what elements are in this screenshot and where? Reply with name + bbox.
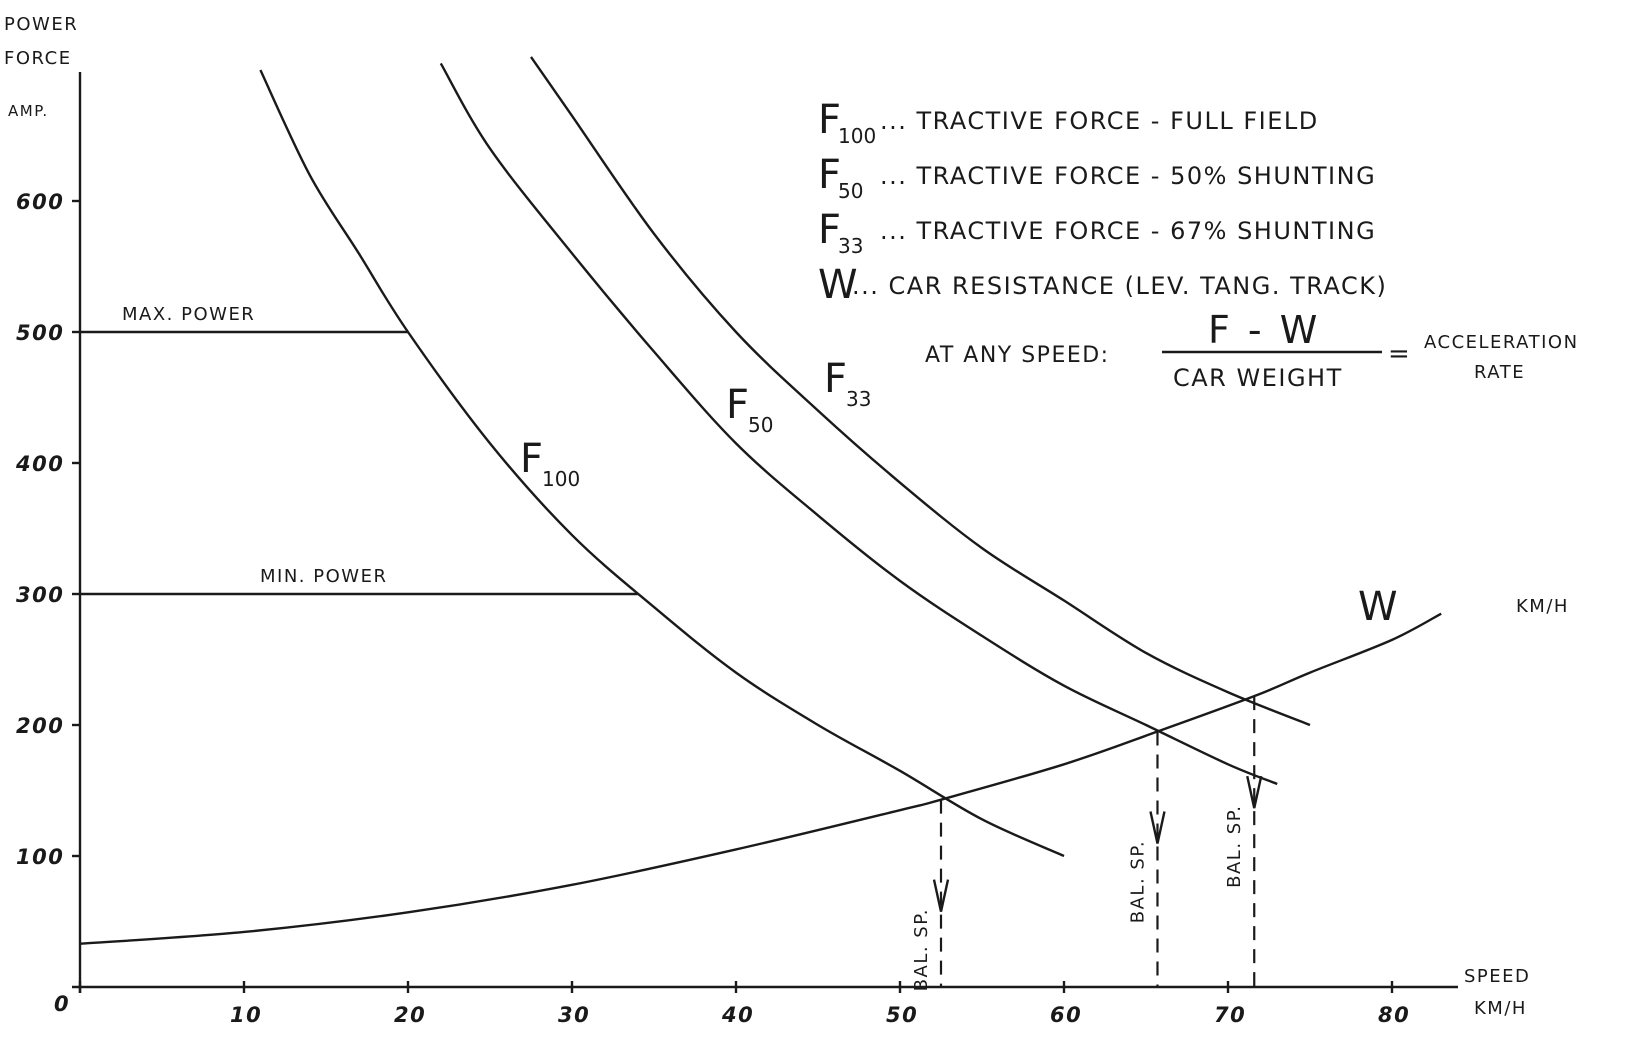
curve-label-symbol: F [824, 356, 847, 402]
legend-item: F33 ... TRACTIVE FORCE - 67% SHUNTING [818, 207, 1376, 258]
curve-label-symbol: W [1358, 584, 1398, 630]
arrow-down-icon [932, 879, 950, 912]
legend-symbol: F [818, 152, 841, 198]
legend-symbol: F [818, 207, 841, 253]
legend-text: ... CAR RESISTANCE (LEV. TANG. TRACK) [852, 272, 1387, 300]
y-axis-label-line1: POWER [4, 14, 78, 35]
x-ticks: 0 10 20 30 40 50 60 70 80 [54, 981, 1410, 1027]
y-tick-label: 300 [16, 583, 64, 607]
curve-f100 [259, 69, 1065, 858]
x-tick-label: 70 [1214, 1003, 1246, 1027]
balancing-speed-marker: BAL. SP. [911, 799, 950, 991]
legend-symbol: W [818, 262, 858, 308]
curve-label-f50: F50 [726, 382, 773, 437]
curve-label-f33: F33 [824, 356, 871, 411]
balancing-speed-label: BAL. SP. [911, 908, 932, 991]
legend-text: ... TRACTIVE FORCE - 67% SHUNTING [880, 217, 1376, 245]
x-tick-label: 40 [721, 1003, 754, 1027]
balancing-speed-label: BAL. SP. [1127, 840, 1148, 923]
y-ticks: 100 200 300 400 500 600 [15, 190, 80, 869]
curve-w [79, 612, 1442, 945]
legend-text: ... TRACTIVE FORCE - FULL FIELD [880, 107, 1319, 135]
formula-equals: = [1388, 339, 1411, 369]
y-tick-label: 200 [16, 714, 64, 738]
y-axis-label-line2: FORCE [4, 48, 72, 69]
x-tick-label: 20 [394, 1003, 426, 1027]
arrow-down-icon [1149, 811, 1166, 844]
formula: AT ANY SPEED: F - W CAR WEIGHT = ACCELER… [925, 308, 1579, 392]
x-tick-label: 30 [558, 1003, 590, 1027]
unit-annotation: KM/H [1516, 596, 1569, 617]
formula-result-line1: ACCELERATION [1424, 332, 1579, 353]
formula-numerator: F - W [1208, 308, 1320, 352]
balancing-speed-markers: BAL. SP. BAL. SP. BAL. SP. [911, 696, 1263, 991]
balancing-speed-marker: BAL. SP. [1224, 696, 1263, 987]
curve-label-subscript: 33 [846, 387, 871, 411]
curve-label-w: W [1358, 584, 1398, 630]
curves [79, 56, 1442, 945]
x-axis-label-line1: SPEED [1464, 966, 1530, 987]
curve-f50 [439, 62, 1278, 786]
x-tick-label: 80 [1378, 1003, 1410, 1027]
curve-label-subscript: 50 [748, 413, 773, 437]
x-tick-label: 60 [1050, 1003, 1082, 1027]
arrow-down-icon [1246, 775, 1263, 809]
y-tick-label: 500 [16, 321, 64, 345]
y-tick-label: 400 [15, 452, 64, 476]
x-tick-label: 0 [54, 992, 70, 1016]
y-tick-label: 600 [16, 190, 64, 214]
reference-lines: MAX. POWER MIN. POWER [80, 304, 638, 596]
legend-symbol: F [818, 97, 841, 143]
balancing-speed-marker: BAL. SP. [1127, 731, 1166, 987]
x-axis-label-line2: KM/H [1474, 998, 1527, 1019]
formula-denominator: CAR WEIGHT [1173, 364, 1343, 392]
curve-label-symbol: F [726, 382, 749, 428]
y-axis-label-line3: AMP. [8, 102, 49, 120]
y-tick-label: 100 [16, 845, 64, 869]
legend-subscript: 50 [838, 179, 863, 203]
formula-result-line2: RATE [1474, 362, 1525, 383]
legend-subscript: 100 [838, 124, 876, 148]
x-tick-label: 50 [886, 1003, 918, 1027]
curve-label-symbol: F [520, 436, 543, 482]
legend-item: F50 ... TRACTIVE FORCE - 50% SHUNTING [818, 152, 1376, 203]
legend-subscript: 33 [838, 234, 863, 258]
legend-item: W... CAR RESISTANCE (LEV. TANG. TRACK) [818, 262, 1387, 308]
curve-f33 [530, 56, 1311, 727]
formula-prefix: AT ANY SPEED: [925, 343, 1110, 368]
reference-line-label: MAX. POWER [122, 304, 255, 325]
legend-text: ... TRACTIVE FORCE - 50% SHUNTING [880, 162, 1376, 190]
x-tick-label: 10 [230, 1003, 262, 1027]
balancing-speed-label: BAL. SP. [1224, 805, 1245, 888]
curve-label-subscript: 100 [542, 467, 580, 491]
reference-line-label: MIN. POWER [260, 566, 387, 587]
